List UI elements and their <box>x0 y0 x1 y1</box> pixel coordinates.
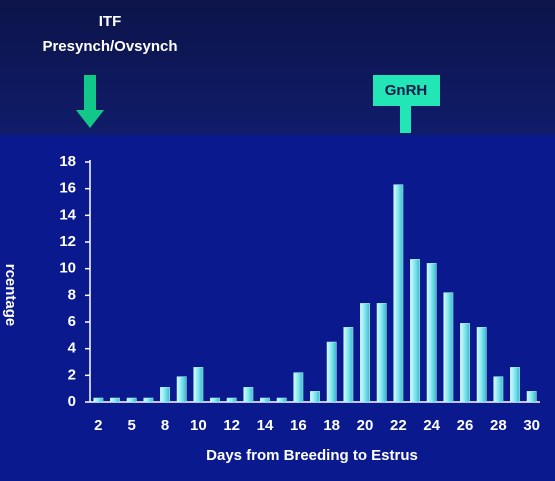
plot-band <box>0 135 555 481</box>
bar <box>510 367 520 403</box>
y-tick-label: 14 <box>59 206 76 223</box>
x-axis-label: Days from Breeding to Estrus <box>206 447 418 464</box>
x-tick-label: 28 <box>490 417 507 434</box>
y-tick-label: 6 <box>68 313 76 330</box>
gnrh-box <box>373 75 440 106</box>
y-tick-label: 12 <box>59 233 76 250</box>
bar <box>410 259 420 403</box>
arrow <box>76 75 104 128</box>
bar <box>326 341 337 403</box>
bar <box>176 376 187 403</box>
annotation: Presynch/Ovsynch <box>42 38 177 55</box>
bar <box>93 397 104 403</box>
bar <box>426 263 437 403</box>
y-tick-label: 18 <box>59 153 76 170</box>
bar <box>360 303 370 403</box>
y-tick-label: 8 <box>68 286 76 303</box>
x-tick-label: 14 <box>257 417 274 434</box>
bar <box>293 372 304 403</box>
gnrh-stem <box>400 106 411 133</box>
bar <box>193 367 204 403</box>
x-tick-label: 16 <box>290 417 307 434</box>
y-axis-label: rcentage <box>2 264 19 327</box>
annotation: GnRH <box>385 82 428 99</box>
x-tick-label: 18 <box>323 417 340 434</box>
y-tick-label: 2 <box>68 366 76 383</box>
bar <box>160 387 170 403</box>
bar <box>476 327 487 403</box>
bar <box>243 387 254 403</box>
bar <box>126 397 137 403</box>
bar <box>210 397 220 403</box>
y-tick-label: 10 <box>59 260 76 277</box>
x-tick-label: 22 <box>390 417 407 434</box>
x-tick-label: 30 <box>523 417 540 434</box>
y-tick-label: 4 <box>68 340 77 357</box>
bar <box>460 323 470 403</box>
x-tick-label: 12 <box>223 417 240 434</box>
annotation: ITF <box>99 13 122 30</box>
x-tick-label: 10 <box>190 417 207 434</box>
bar <box>276 397 287 403</box>
bar <box>393 184 404 403</box>
x-tick-label: 24 <box>423 417 440 434</box>
bar <box>110 397 120 403</box>
x-tick-label: 5 <box>127 417 135 434</box>
bar <box>493 376 504 403</box>
x-tick-label: 2 <box>94 417 102 434</box>
y-tick-label: 16 <box>59 180 76 197</box>
bar <box>226 397 237 403</box>
y-tick-label: 0 <box>68 393 76 410</box>
x-tick-label: 20 <box>357 417 374 434</box>
bar <box>443 292 454 403</box>
bar <box>376 303 387 403</box>
bar <box>143 397 154 403</box>
bar <box>260 397 270 403</box>
bar <box>310 391 320 403</box>
bar <box>526 391 537 403</box>
bar <box>343 327 354 403</box>
x-tick-label: 8 <box>161 417 169 434</box>
x-tick-label: 26 <box>457 417 474 434</box>
